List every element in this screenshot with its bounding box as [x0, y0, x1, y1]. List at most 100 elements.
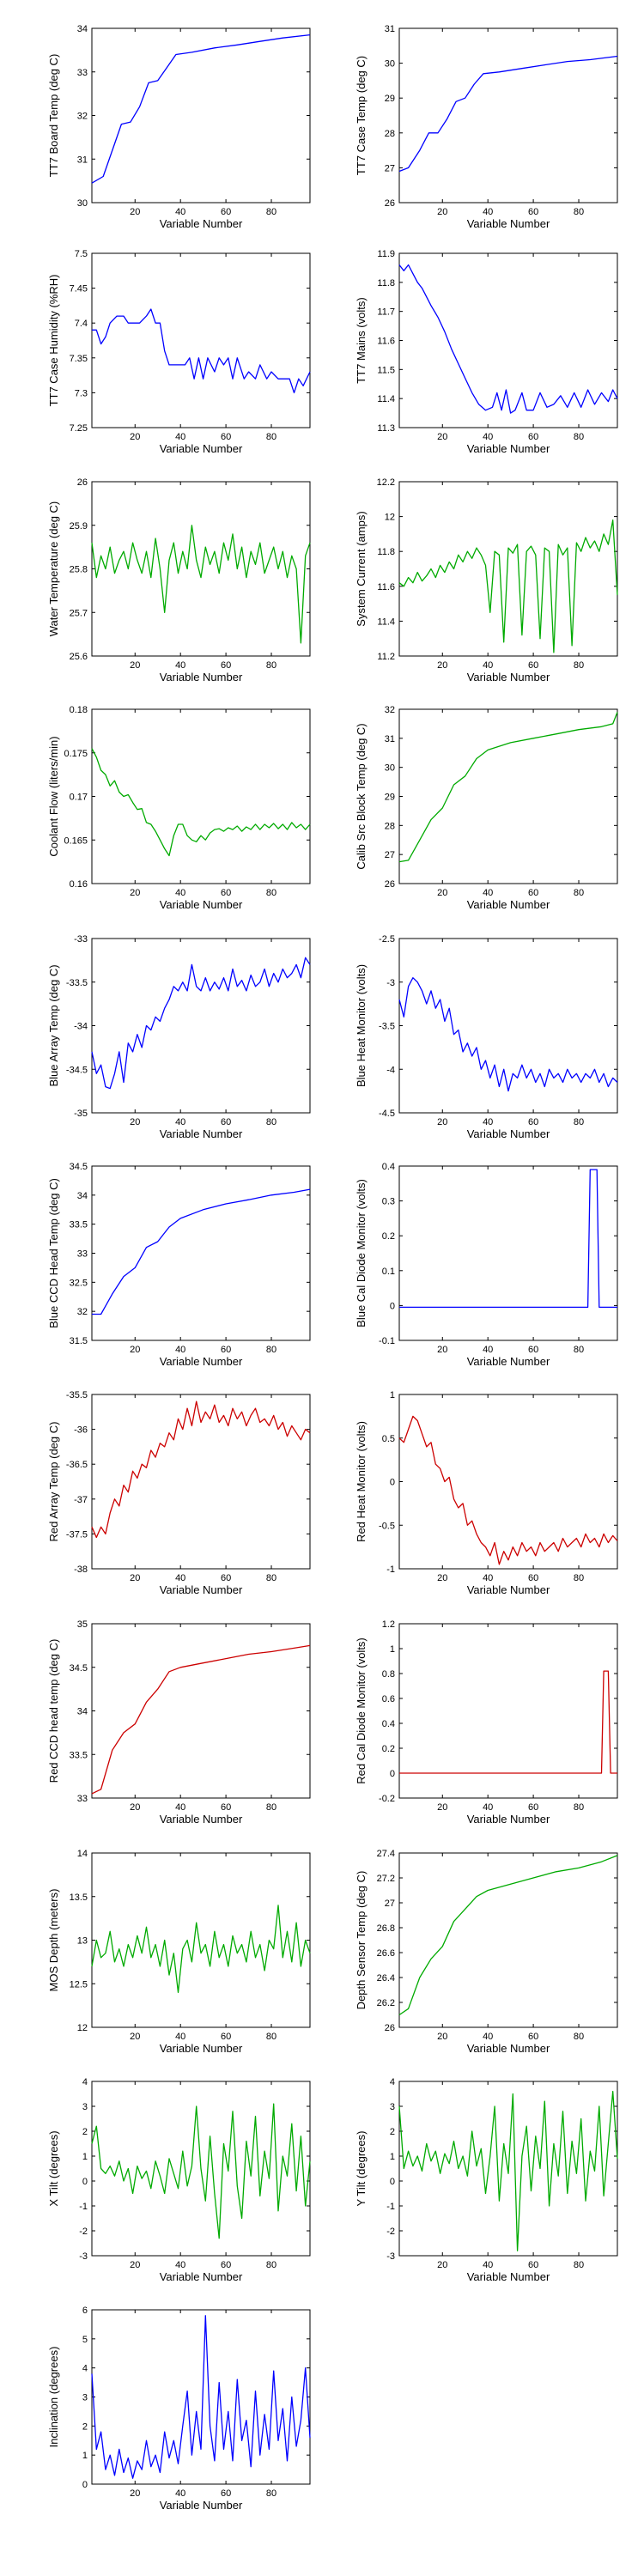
chart-5-x-axis-label: Variable Number [160, 671, 243, 683]
chart-11-xtick-label: 40 [175, 1345, 185, 1355]
chart-12-ytick-label: 0 [390, 1301, 395, 1311]
chart-3-ytick-label: 7.5 [75, 249, 88, 259]
chart-12-xtick-label: 60 [528, 1345, 538, 1355]
chart-19-ytick-label: -1 [79, 2202, 88, 2212]
chart-18-xtick-label: 80 [574, 2032, 584, 2042]
chart-19-xtick-label: 60 [221, 2260, 231, 2270]
chart-17-ytick-label: 13.5 [70, 1893, 88, 1903]
chart-2-plot-area [398, 27, 618, 204]
chart-13-series-line [91, 1400, 311, 1539]
chart-19-ytick-label: 3 [82, 2102, 88, 2112]
chart-7-xtick-label: 40 [175, 888, 185, 898]
chart-2-xtick-label: 40 [483, 207, 493, 217]
chart-3-ytick-label: 7.4 [75, 319, 88, 329]
chart-1-ytick-label: 33 [77, 68, 88, 78]
chart-17-x-axis-label: Variable Number [160, 2042, 243, 2055]
chart-17-ytick-label: 12.5 [70, 1979, 88, 1990]
chart-1-series-line [91, 33, 311, 184]
chart-5-ytick-label: 26 [77, 477, 88, 488]
chart-9-ytick-label: -34 [74, 1022, 88, 1032]
chart-18-ytick-label: 26 [385, 2023, 395, 2033]
chart-14-xtick-label: 60 [528, 1573, 538, 1583]
chart-3-xtick-label: 80 [266, 432, 276, 442]
chart-14-ytick-label: 1 [390, 1390, 395, 1400]
chart-13-xtick-label: 20 [130, 1573, 140, 1583]
chart-11-xtick-label: 20 [130, 1345, 140, 1355]
chart-20-ytick-label: 4 [390, 2077, 395, 2087]
chart-1-xtick-label: 80 [266, 207, 276, 217]
chart-19-ytick-label: 1 [82, 2152, 88, 2162]
chart-21-ytick-label: 5 [82, 2335, 88, 2345]
chart-9-y-axis-label: Blue Array Temp (deg C) [47, 964, 60, 1086]
chart-18-ytick-label: 26.6 [377, 1948, 395, 1959]
chart-6-xtick-label: 20 [437, 660, 447, 671]
chart-10-x-axis-label: Variable Number [467, 1127, 550, 1140]
chart-9-ytick-label: -34.5 [66, 1065, 88, 1075]
chart-4-ytick-label: 11.9 [377, 249, 395, 259]
chart-2-xtick-label: 20 [437, 207, 447, 217]
chart-6-xtick-label: 80 [574, 660, 584, 671]
chart-13-xtick-label: 80 [266, 1573, 276, 1583]
chart-5-ytick-label: 25.6 [70, 652, 88, 662]
chart-8-ytick-label: 30 [385, 763, 395, 774]
chart-16-y-axis-label: Red Cal Diode Monitor (volts) [355, 1637, 368, 1784]
chart-13-ytick-label: -35.5 [66, 1390, 88, 1400]
chart-15-ytick-label: 34 [77, 1707, 88, 1717]
chart-15-xtick-label: 60 [221, 1802, 231, 1813]
chart-4-xtick-label: 20 [437, 432, 447, 442]
chart-2-y-axis-label: TT7 Case Temp (deg C) [355, 56, 368, 175]
chart-5-ytick-label: 25.8 [70, 565, 88, 575]
chart-17-ytick-label: 12 [77, 2023, 88, 2033]
chart-1-x-axis-label: Variable Number [160, 217, 243, 230]
chart-16-x-axis-label: Variable Number [467, 1813, 550, 1826]
chart-16-xtick-label: 40 [483, 1802, 493, 1813]
chart-16-ytick-label: 0 [390, 1769, 395, 1779]
chart-8-plot-area [398, 708, 618, 884]
chart-10-ytick-label: -4 [386, 1065, 395, 1075]
chart-20-ytick-label: 2 [390, 2127, 395, 2137]
chart-19-xtick-label: 40 [175, 2260, 185, 2270]
chart-14-ytick-label: -1 [386, 1564, 395, 1575]
chart-19-ytick-label: 2 [82, 2127, 88, 2137]
chart-19-x-axis-label: Variable Number [160, 2270, 243, 2283]
chart-15-xtick-label: 80 [266, 1802, 276, 1813]
chart-21-plot-area [91, 2309, 311, 2485]
chart-21-ytick-label: 2 [82, 2421, 88, 2432]
chart-8-xtick-label: 40 [483, 888, 493, 898]
chart-13-ytick-label: -37 [74, 1495, 88, 1505]
chart-2-x-axis-label: Variable Number [467, 217, 550, 230]
chart-12-ytick-label: 0.1 [382, 1267, 395, 1277]
chart-7-series-line [91, 748, 311, 857]
chart-9-ytick-label: -35 [74, 1109, 88, 1119]
chart-6-xtick-label: 60 [528, 660, 538, 671]
chart-21-x-axis-label: Variable Number [160, 2499, 243, 2512]
chart-14-xtick-label: 80 [574, 1573, 584, 1583]
chart-17-series-line [91, 1905, 311, 1994]
chart-16-ytick-label: 0.2 [382, 1744, 395, 1754]
chart-8-ytick-label: 28 [385, 821, 395, 831]
chart-20-ytick-label: -1 [386, 2202, 395, 2212]
chart-11-series-line [92, 1188, 311, 1315]
chart-11-y-axis-label: Blue CCD Head Temp (deg C) [47, 1178, 60, 1328]
chart-13-x-axis-label: Variable Number [160, 1583, 243, 1596]
chart-4-ytick-label: 11.5 [377, 365, 395, 375]
chart-21-xtick-label: 60 [221, 2488, 231, 2499]
chart-15-series-line [91, 1644, 311, 1795]
chart-2-ytick-label: 31 [385, 24, 395, 34]
chart-20-xtick-label: 40 [483, 2260, 493, 2270]
chart-16-ytick-label: 0.4 [382, 1719, 395, 1729]
chart-12-xtick-label: 20 [437, 1345, 447, 1355]
chart-4-y-axis-label: TT7 Mains (volts) [355, 297, 368, 383]
chart-18-ytick-label: 26.8 [377, 1923, 395, 1934]
chart-5-ytick-label: 25.7 [70, 608, 88, 618]
chart-2-ytick-label: 28 [385, 129, 395, 139]
chart-14-ytick-label: 0 [390, 1478, 395, 1488]
chart-15-xtick-label: 40 [175, 1802, 185, 1813]
chart-3-x-axis-label: Variable Number [160, 442, 243, 455]
chart-5-xtick-label: 40 [175, 660, 185, 671]
chart-18-y-axis-label: Depth Sensor Temp (deg C) [355, 1871, 368, 2010]
chart-3-ytick-label: 7.3 [75, 388, 88, 398]
chart-13-ytick-label: -36.5 [66, 1460, 88, 1470]
chart-11-ytick-label: 34.5 [70, 1162, 88, 1172]
chart-8-x-axis-label: Variable Number [467, 898, 550, 911]
